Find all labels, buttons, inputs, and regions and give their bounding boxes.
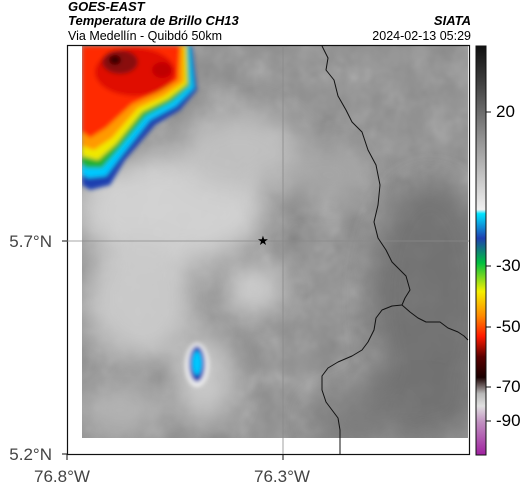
star-marker-icon: ★ [257,234,269,249]
convective-cell-northwest [82,46,197,190]
colorbar-tick-m70: -70 [496,377,521,396]
lat-label-5.7: 5.7°N [9,232,52,251]
lon-label-76.3: 76.3°W [254,467,310,486]
organization-label: SIATA [433,13,471,28]
gridlines [67,46,469,454]
colorbar-tick-m30: -30 [496,256,521,275]
convective-cell-south [185,343,209,387]
colorbar-tick-20: 20 [496,102,515,121]
temperature-field [82,46,468,438]
timestamp: 2024-02-13 05:29 [372,29,471,43]
border-line-south [321,304,403,454]
product-title: GOES-EAST [68,0,145,14]
colorbar-tick-m90: -90 [496,411,521,430]
lat-label-5.2: 5.2°N [9,445,52,464]
colorbar [475,45,491,456]
colorbar-tick-m50: -50 [496,317,521,336]
colorbar-gradient [475,45,487,456]
border-line-east [321,45,469,341]
admin-borders [321,45,469,454]
product-subtitle: Temperatura de Brillo CH13 [68,13,239,28]
lon-label-76.8: 76.8°W [34,467,90,486]
route-label: Via Medellín - Quibdó 50km [68,29,223,43]
plot-frame [66,44,471,456]
